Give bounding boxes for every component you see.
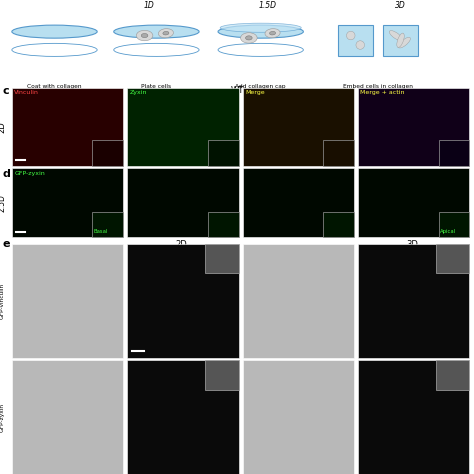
- Text: Add collagen cap: Add collagen cap: [236, 84, 286, 89]
- Bar: [127, 244, 238, 358]
- Text: 1D: 1D: [144, 1, 155, 10]
- Bar: [127, 360, 238, 474]
- Bar: [127, 88, 238, 166]
- Bar: [206, 244, 238, 273]
- Bar: [337, 25, 373, 56]
- Text: Plate cells: Plate cells: [141, 84, 172, 89]
- Text: Zyxin: Zyxin: [130, 90, 147, 95]
- Ellipse shape: [397, 33, 404, 47]
- Ellipse shape: [398, 37, 410, 48]
- Bar: [323, 212, 354, 237]
- Bar: [436, 244, 469, 273]
- Bar: [206, 360, 238, 390]
- Text: d: d: [2, 169, 10, 179]
- Ellipse shape: [12, 25, 97, 38]
- Bar: [243, 244, 354, 358]
- Text: 3D: 3D: [395, 1, 406, 10]
- Ellipse shape: [218, 25, 303, 38]
- Bar: [436, 360, 469, 390]
- Ellipse shape: [246, 36, 252, 40]
- Text: e: e: [2, 239, 10, 249]
- Text: 3D: 3D: [406, 240, 418, 249]
- Ellipse shape: [241, 33, 257, 43]
- Ellipse shape: [265, 28, 280, 38]
- Ellipse shape: [220, 23, 301, 32]
- Ellipse shape: [137, 30, 153, 41]
- Bar: [208, 212, 238, 237]
- Bar: [92, 140, 123, 166]
- Text: Vinculin: Vinculin: [14, 90, 39, 95]
- Bar: [358, 168, 469, 237]
- Ellipse shape: [389, 31, 402, 40]
- Text: c: c: [2, 86, 9, 96]
- Bar: [439, 212, 469, 237]
- Bar: [358, 88, 469, 166]
- Bar: [12, 168, 123, 237]
- Ellipse shape: [346, 31, 355, 40]
- Text: Embed cells in collagen: Embed cells in collagen: [343, 84, 413, 89]
- Bar: [208, 140, 238, 166]
- Text: Merge + actin: Merge + actin: [360, 90, 405, 95]
- Bar: [243, 88, 354, 166]
- Bar: [12, 88, 123, 166]
- Text: Basal: Basal: [94, 229, 108, 234]
- Text: Merge: Merge: [245, 90, 264, 95]
- Text: 2.5D: 2.5D: [0, 194, 6, 211]
- Bar: [12, 360, 123, 474]
- Text: 2D: 2D: [0, 121, 6, 133]
- Bar: [358, 360, 469, 474]
- Bar: [383, 25, 418, 56]
- Text: WT: WT: [230, 86, 244, 95]
- Bar: [323, 140, 354, 166]
- Ellipse shape: [158, 28, 173, 38]
- Text: 2D: 2D: [175, 240, 187, 249]
- Ellipse shape: [356, 41, 365, 49]
- Bar: [439, 140, 469, 166]
- Text: Coat with collagen: Coat with collagen: [27, 84, 82, 89]
- Bar: [127, 168, 238, 237]
- Ellipse shape: [114, 25, 199, 38]
- Ellipse shape: [270, 31, 275, 35]
- Ellipse shape: [141, 34, 148, 37]
- Text: GFP-zyxin: GFP-zyxin: [0, 402, 4, 432]
- Bar: [92, 212, 123, 237]
- Text: Apical: Apical: [440, 229, 456, 234]
- Ellipse shape: [163, 31, 169, 35]
- Bar: [243, 168, 354, 237]
- Text: GFP-vinculin: GFP-vinculin: [0, 283, 4, 319]
- Bar: [358, 244, 469, 358]
- Text: GFP-zyxin: GFP-zyxin: [14, 171, 45, 176]
- Bar: [12, 244, 123, 358]
- Text: 1.5D: 1.5D: [259, 1, 277, 10]
- Bar: [243, 360, 354, 474]
